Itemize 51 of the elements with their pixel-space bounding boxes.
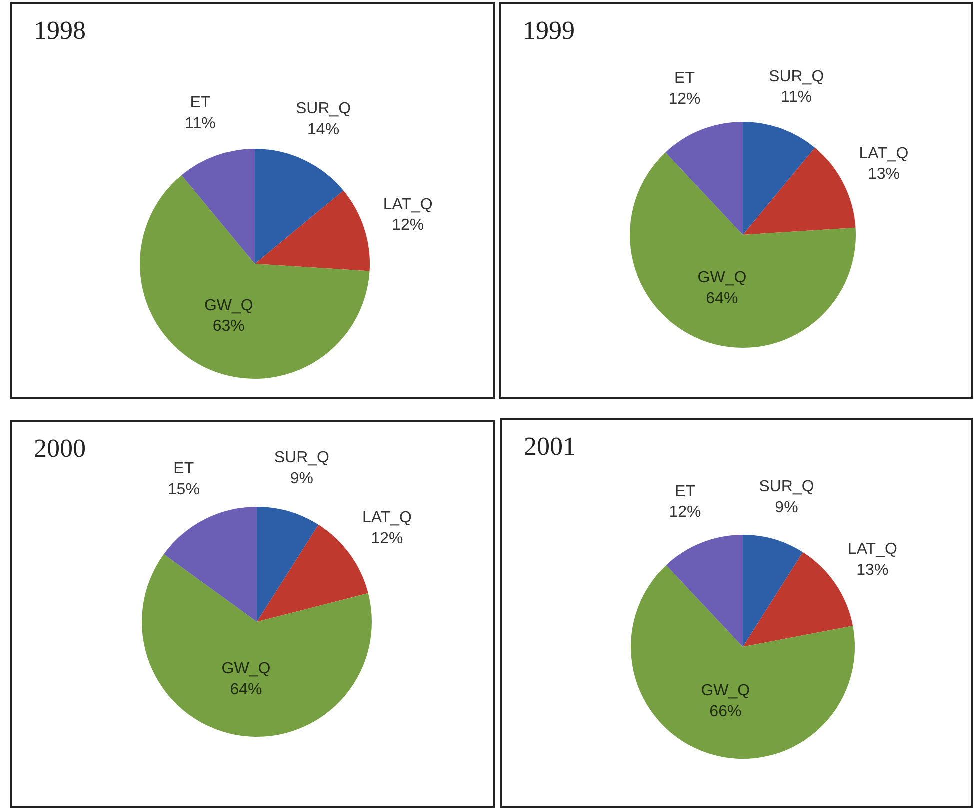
slice-label: GW_Q [701, 682, 750, 700]
pie-slice [631, 565, 855, 759]
slice-label: LAT_Q [362, 510, 412, 527]
pie-slice [140, 175, 370, 379]
slice-label: ET [674, 70, 696, 88]
pie-slice [743, 148, 856, 235]
data-label: 11% [781, 89, 812, 106]
data-label: 64% [230, 681, 262, 698]
slice-label: ET [675, 483, 696, 500]
data-label: 66% [710, 703, 742, 720]
data-label: 13% [868, 166, 900, 184]
data-label: 13% [856, 562, 889, 579]
pie-slice [666, 122, 743, 235]
pie-slice [257, 524, 368, 622]
data-label: 12% [669, 504, 702, 522]
data-label: 63% [212, 318, 245, 336]
pie-slice [142, 554, 372, 737]
data-label: 12% [392, 217, 424, 234]
pie-slice [743, 535, 804, 647]
slice-label: ET [174, 460, 194, 478]
data-label: 9% [290, 470, 314, 488]
slice-label: GW_Q [204, 297, 254, 314]
slice-label: SUR_Q [274, 450, 330, 467]
data-label: 9% [775, 499, 798, 516]
slice-label: LAT_Q [859, 145, 909, 162]
slice-label: GW_Q [222, 660, 271, 678]
slice-label: GW_Q [698, 270, 747, 287]
data-label: 14% [308, 121, 340, 138]
pie-slice [743, 122, 816, 235]
pie-slice [630, 152, 856, 348]
slice-label: LAT_Q [383, 196, 433, 214]
chart-title: 2001 [524, 432, 576, 462]
pie-slice [255, 190, 370, 272]
chart-title: 1998 [34, 16, 86, 46]
data-label: 12% [371, 530, 404, 548]
slice-label: SUR_Q [759, 478, 814, 496]
pie-slice [164, 507, 257, 622]
slice-label: SUR_Q [296, 100, 352, 118]
data-label: 64% [706, 290, 738, 308]
chart-title: 1999 [523, 16, 575, 46]
pie-slice [182, 149, 255, 264]
data-label: 15% [168, 482, 200, 499]
pie-slice [255, 149, 344, 264]
pie-slice [666, 535, 743, 647]
slice-label: LAT_Q [848, 541, 898, 558]
pie-slice [257, 507, 319, 622]
chart-title: 2000 [34, 434, 86, 464]
slice-label: ET [190, 94, 211, 112]
slice-label: SUR_Q [769, 68, 824, 86]
data-label: 11% [185, 116, 216, 133]
data-label: 12% [668, 90, 701, 108]
